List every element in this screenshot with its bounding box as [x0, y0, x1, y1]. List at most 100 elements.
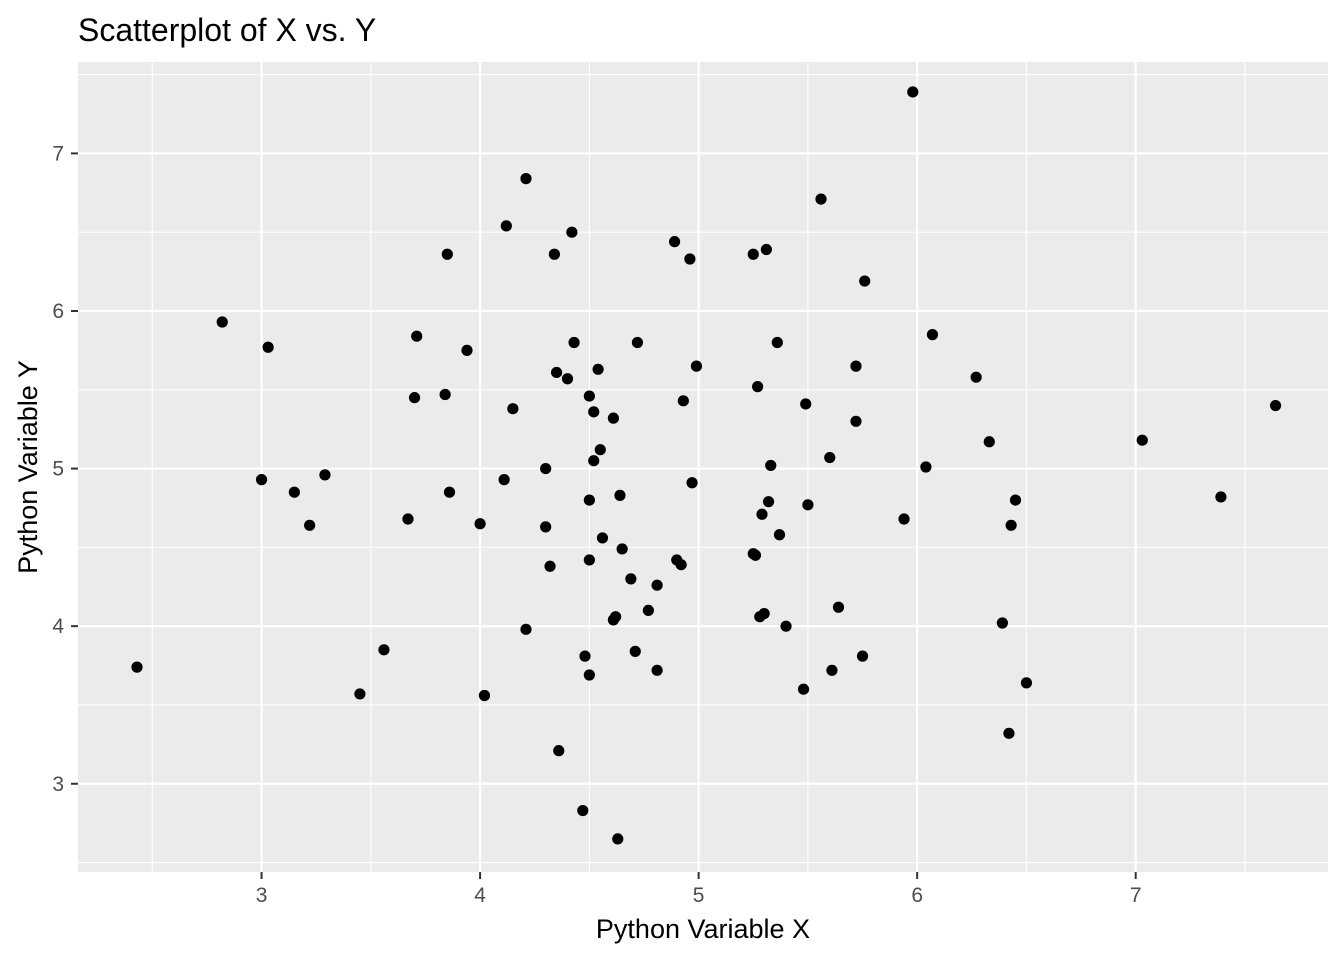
data-point [898, 513, 910, 525]
data-point [609, 611, 622, 623]
data-point [262, 341, 274, 353]
data-point [747, 248, 759, 260]
data-point [765, 459, 777, 472]
data-points [131, 86, 1282, 845]
data-point [500, 220, 512, 232]
data-point [588, 406, 600, 418]
x-tick-label: 6 [911, 884, 923, 907]
data-point [354, 688, 366, 700]
y-tick-label: 6 [52, 300, 64, 323]
x-axis: 3 4 5 6 7 [256, 872, 1142, 907]
data-point [856, 650, 869, 662]
data-point [642, 604, 654, 617]
data-point [474, 518, 486, 530]
data-point [762, 496, 775, 508]
data-point [478, 689, 491, 702]
data-point [800, 398, 812, 410]
data-point [583, 554, 595, 566]
major-gridlines [78, 62, 1328, 872]
data-point [461, 344, 473, 356]
data-point [675, 559, 687, 571]
data-point [583, 494, 595, 506]
data-point [1215, 491, 1227, 503]
data-point [612, 833, 624, 845]
data-point [832, 601, 845, 613]
data-point [631, 336, 644, 349]
data-point [1003, 727, 1015, 739]
data-point [824, 451, 836, 464]
data-point [970, 371, 982, 383]
data-point [583, 669, 595, 681]
data-point [850, 360, 862, 372]
data-point [802, 499, 814, 511]
data-point [690, 360, 703, 372]
data-point [773, 529, 786, 541]
data-point [319, 469, 331, 481]
data-point [826, 664, 838, 676]
x-tick-label: 3 [256, 884, 268, 907]
data-point [780, 620, 792, 632]
data-point [815, 193, 827, 205]
data-point [771, 336, 783, 349]
data-point [677, 395, 689, 407]
data-point [592, 363, 604, 375]
data-point [498, 474, 510, 486]
data-point [1269, 399, 1282, 412]
data-point [553, 745, 565, 757]
data-point [616, 543, 628, 555]
data-point [548, 248, 560, 260]
data-point [651, 664, 663, 676]
data-point [1009, 494, 1022, 506]
data-point [760, 243, 772, 256]
data-point [668, 236, 681, 248]
data-point [304, 519, 316, 531]
data-point [651, 579, 663, 591]
data-point [1020, 677, 1033, 689]
data-point [850, 415, 862, 427]
data-point [131, 661, 143, 673]
data-point [507, 403, 519, 415]
data-point [544, 560, 556, 572]
data-point [520, 623, 532, 635]
data-point [520, 173, 532, 185]
data-point [255, 474, 268, 486]
data-point [577, 804, 589, 817]
data-point [566, 226, 578, 238]
data-point [408, 392, 421, 404]
data-point [684, 253, 696, 265]
data-point [859, 275, 871, 287]
data-point [441, 248, 453, 260]
y-axis-title: Python Variable Y [13, 360, 43, 574]
data-point [1005, 519, 1017, 531]
y-tick-label: 7 [52, 142, 64, 165]
data-point [983, 436, 995, 448]
x-tick-label: 4 [474, 884, 486, 907]
y-axis: 3 4 5 6 7 [52, 142, 78, 796]
data-point [607, 412, 620, 424]
data-point [758, 607, 770, 620]
plot-panel [78, 62, 1328, 872]
y-tick-label: 5 [52, 458, 64, 481]
data-point [996, 617, 1008, 629]
data-point [920, 461, 932, 473]
data-point [797, 683, 810, 695]
data-point [752, 381, 764, 393]
data-point [550, 366, 563, 379]
data-point [288, 486, 300, 498]
data-point [443, 486, 456, 498]
chart-title: Scatterplot of X vs. Y [78, 12, 376, 48]
data-point [579, 650, 591, 662]
data-point [411, 330, 423, 342]
data-point [561, 373, 574, 385]
data-point [596, 532, 609, 544]
data-point [402, 513, 414, 525]
data-point [907, 86, 919, 98]
y-tick-label: 3 [52, 773, 64, 796]
data-point [540, 462, 552, 475]
data-point [568, 336, 580, 349]
data-point [594, 444, 606, 456]
data-point [378, 644, 390, 656]
data-point [926, 329, 939, 341]
minor-gridlines [78, 62, 1328, 872]
